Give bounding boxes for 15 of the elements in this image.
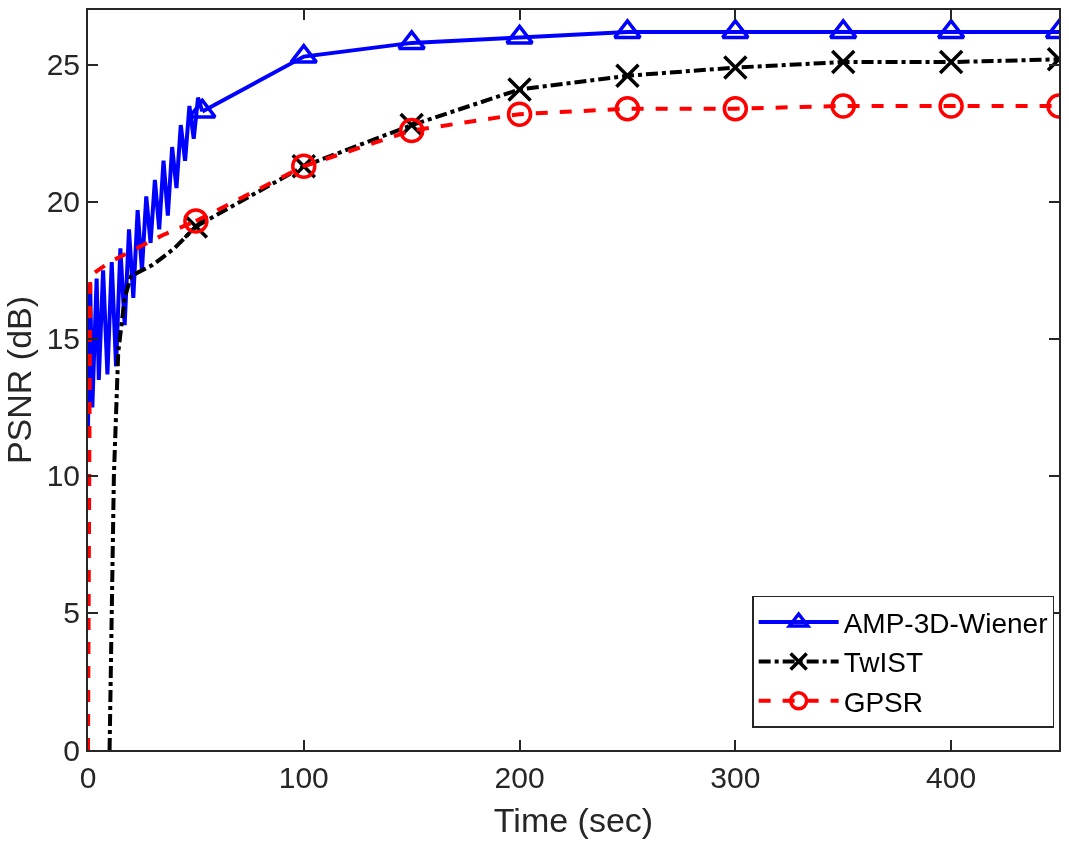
y-axis-title: PSNR (dB) <box>0 295 38 465</box>
x-tick-label: 200 <box>494 761 545 794</box>
y-tick-label: 20 <box>46 185 80 219</box>
y-tick-label: 25 <box>46 48 80 82</box>
x-tick-label: 400 <box>926 761 977 794</box>
legend-label: AMP-3D-Wiener <box>843 607 1048 639</box>
y-tick-label: 15 <box>46 322 80 356</box>
legend-label: TwIST <box>843 647 923 679</box>
y-tick-label: 5 <box>63 596 80 630</box>
y-tick-label: 0 <box>63 733 80 767</box>
x-tick-label: 100 <box>278 761 329 794</box>
legend-label: GPSR <box>843 686 923 718</box>
x-tick-label: 300 <box>710 761 761 794</box>
y-tick-label: 10 <box>46 459 80 493</box>
x-axis-title: Time (sec) <box>493 800 654 839</box>
